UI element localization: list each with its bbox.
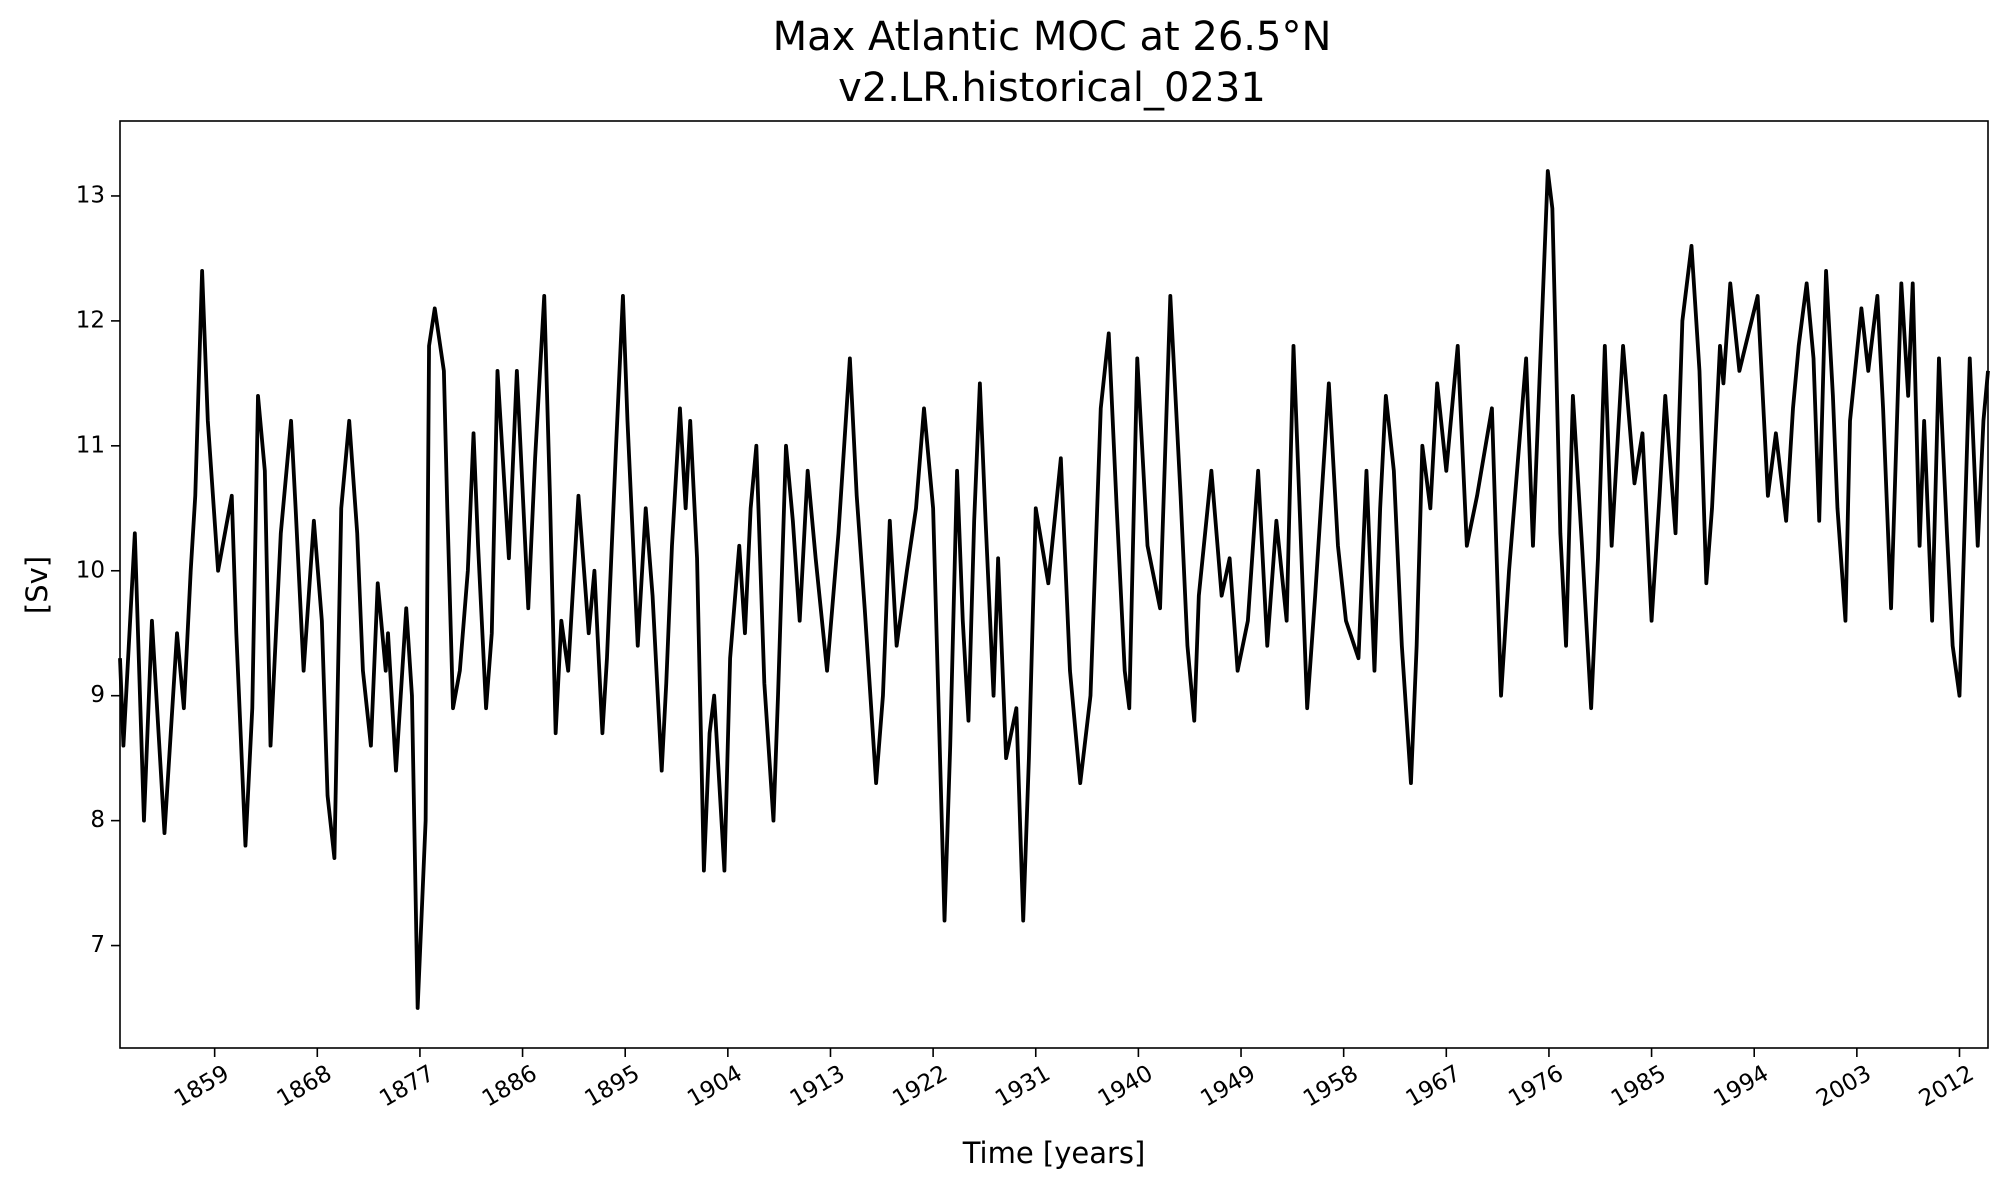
x-tick-label: 1904	[683, 1061, 747, 1113]
y-tick-label: 8	[90, 807, 105, 833]
chart-title: Max Atlantic MOC at 26.5°N	[773, 14, 1332, 60]
series-line	[118, 169, 1990, 1010]
x-tick-label: 1958	[1299, 1061, 1363, 1113]
x-tick-label: 1994	[1710, 1061, 1774, 1113]
x-tick-label: 1886	[478, 1061, 542, 1113]
x-tick-label: 1859	[170, 1061, 234, 1113]
x-axis-label: Time [years]	[962, 1136, 1146, 1170]
y-tick-label: 11	[76, 432, 105, 458]
x-tick-label: 1913	[786, 1061, 850, 1113]
chart-subtitle: v2.LR.historical_0231	[838, 65, 1266, 111]
x-tick-label: 1985	[1607, 1061, 1671, 1113]
x-tick-label: 2012	[1915, 1061, 1979, 1113]
x-tick-label: 1868	[273, 1061, 337, 1113]
x-tick-label: 1895	[581, 1061, 645, 1113]
x-tick-label: 1940	[1094, 1061, 1158, 1113]
y-tick-label: 13	[76, 182, 105, 208]
x-tick-label: 1922	[888, 1061, 952, 1113]
y-axis-label: [Sv]	[20, 556, 54, 614]
x-tick-label: 1949	[1196, 1061, 1260, 1113]
y-tick-label: 7	[90, 932, 105, 958]
x-tick-label: 1976	[1504, 1061, 1568, 1113]
y-tick-label: 10	[76, 557, 105, 583]
x-tick-label: 1931	[991, 1061, 1055, 1113]
plot-frame	[119, 120, 1989, 1049]
y-tick-label: 12	[76, 307, 105, 333]
x-tick-label: 2003	[1812, 1061, 1876, 1113]
x-tick-label: 1967	[1402, 1061, 1466, 1113]
x-tick-label: 1877	[375, 1061, 439, 1113]
y-tick-label: 9	[90, 682, 105, 708]
